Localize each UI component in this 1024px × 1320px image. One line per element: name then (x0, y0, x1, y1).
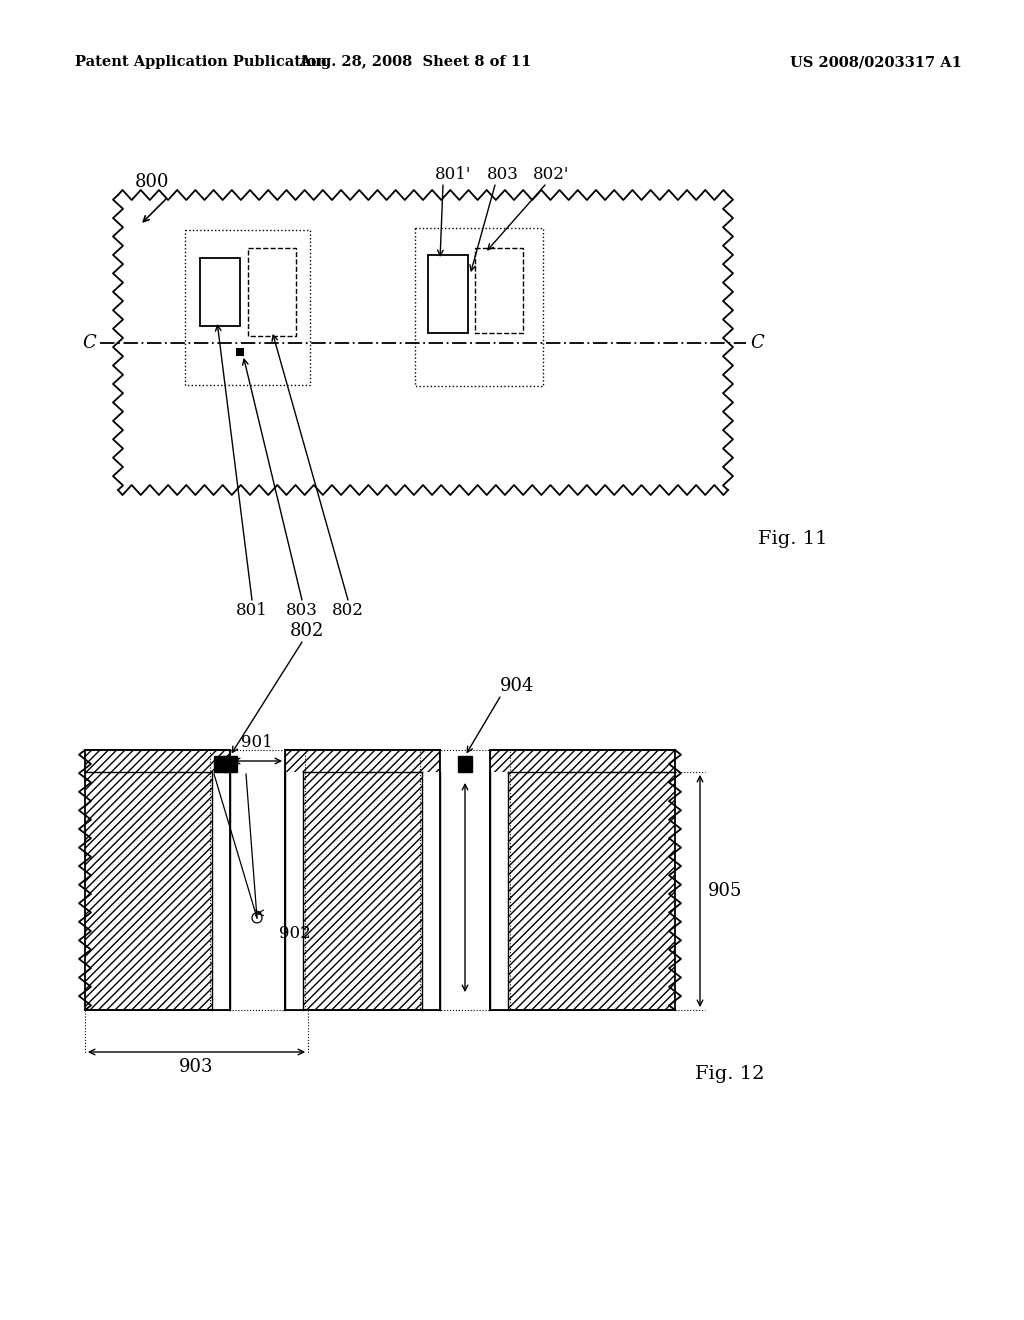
Bar (223, 756, 237, 772)
Bar (490, 750, 675, 1010)
Bar (210, 750, 305, 1010)
Text: US 2008/0203317 A1: US 2008/0203317 A1 (790, 55, 962, 69)
Text: 802: 802 (332, 602, 364, 619)
Bar (415, 228, 543, 385)
Bar (236, 348, 244, 356)
Bar (214, 756, 228, 772)
Text: Patent Application Publication: Patent Application Publication (75, 55, 327, 69)
Text: 802': 802' (534, 166, 569, 183)
Text: 801': 801' (435, 166, 471, 183)
Text: 905: 905 (708, 882, 742, 900)
Text: Aug. 28, 2008  Sheet 8 of 11: Aug. 28, 2008 Sheet 8 of 11 (299, 55, 531, 69)
Bar (200, 257, 240, 326)
Text: 803: 803 (487, 166, 519, 183)
Text: 904: 904 (500, 677, 535, 696)
Bar (285, 750, 440, 1010)
Text: 801: 801 (237, 602, 268, 619)
Bar (212, 772, 230, 1010)
Bar (490, 772, 508, 1010)
Text: C: C (82, 334, 96, 352)
Bar (475, 248, 523, 333)
Text: 902: 902 (279, 925, 310, 942)
Bar (422, 772, 440, 1010)
Text: C: C (750, 334, 764, 352)
Text: 803: 803 (286, 602, 317, 619)
Bar (285, 772, 303, 1010)
Bar (440, 750, 490, 772)
Text: Fig. 11: Fig. 11 (758, 531, 827, 548)
Text: 901: 901 (241, 734, 272, 751)
Text: 903: 903 (179, 1059, 213, 1076)
Bar (458, 756, 472, 772)
Bar (420, 750, 510, 1010)
Text: 800: 800 (135, 173, 170, 191)
Bar (85, 750, 230, 1010)
Bar (230, 750, 285, 772)
Text: Fig. 12: Fig. 12 (695, 1065, 765, 1082)
Text: 802: 802 (290, 622, 325, 640)
Bar (248, 248, 296, 337)
Bar (428, 255, 468, 333)
Bar (185, 230, 310, 385)
